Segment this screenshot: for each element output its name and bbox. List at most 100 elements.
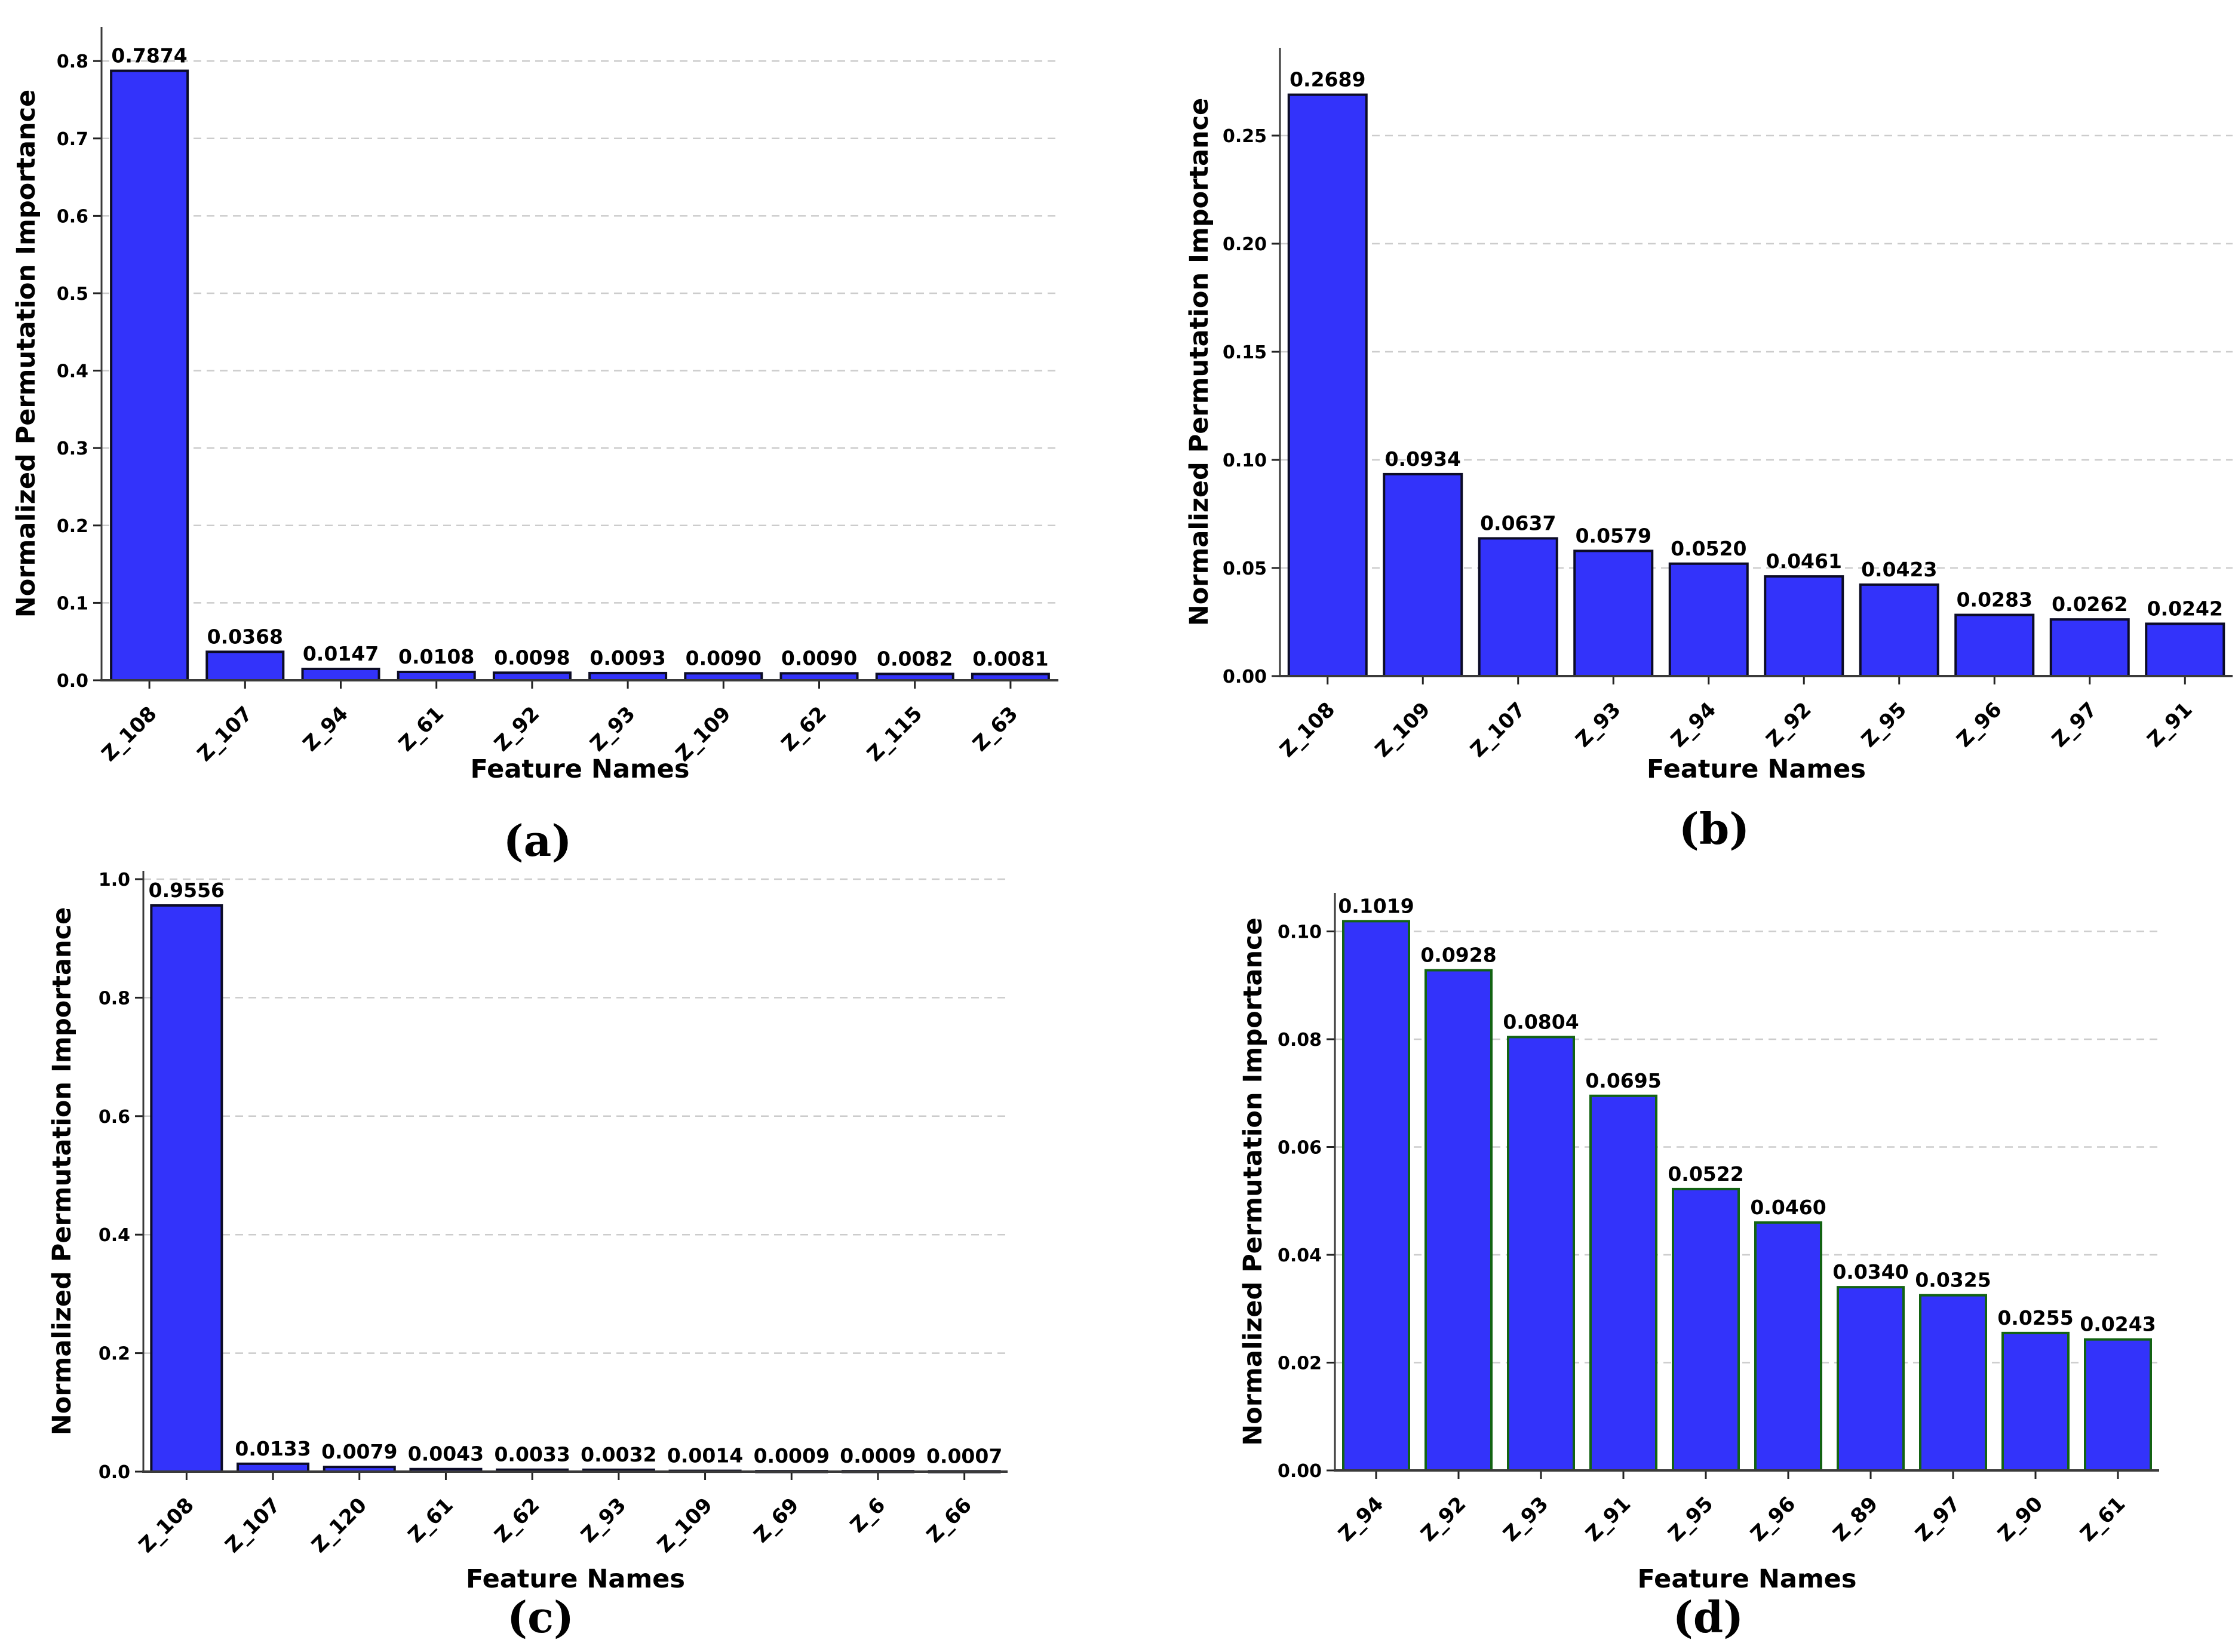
x-tick-label: Z_108 (1275, 698, 1340, 762)
y-tick-label: 0.1 (57, 593, 88, 614)
bar-Z_92 (1764, 575, 1844, 677)
y-axis-label: Normalized Permutation Importance (11, 90, 41, 618)
bar-value-label: 0.0928 (1420, 943, 1496, 966)
bar-Z_91 (2145, 622, 2225, 677)
bar-value-label: 0.0033 (494, 1443, 570, 1466)
bar-value-label: 0.2689 (1290, 68, 1365, 91)
y-tick-label: 0.6 (57, 206, 88, 227)
y-tick-label: 0.5 (57, 284, 88, 305)
bar-value-label: 0.0695 (1585, 1069, 1661, 1092)
x-tick-label: Z_94 (1666, 698, 1721, 752)
bar-Z_90 (2001, 1331, 2070, 1472)
y-tick-label: 0.0 (57, 671, 88, 692)
bar-value-label: 0.0079 (321, 1440, 397, 1463)
bar-Z_93 (1573, 549, 1654, 677)
x-tick-label: Z_93 (576, 1493, 631, 1547)
x-tick-label: Z_66 (922, 1493, 977, 1547)
bar-Z_95 (1859, 583, 1939, 678)
y-tick-label: 0.2 (99, 1344, 130, 1365)
y-tick-label: 0.20 (1223, 234, 1267, 255)
bar-value-label: 0.0461 (1766, 549, 1842, 573)
y-tick-label: 0.25 (1223, 126, 1267, 147)
bar-value-label: 0.0255 (1997, 1306, 2073, 1329)
bar-Z_108 (150, 904, 223, 1473)
x-tick-label: Z_93 (585, 702, 640, 756)
x-tick-label: Z_115 (862, 702, 927, 766)
x-tick-label: Z_92 (1416, 1492, 1470, 1546)
bar-value-label: 0.0243 (2080, 1313, 2156, 1336)
x-tick-label: Z_93 (1571, 698, 1625, 752)
x-tick-label: Z_62 (490, 1493, 544, 1547)
bar-value-label: 0.0804 (1503, 1010, 1579, 1033)
x-tick-label: Z_63 (968, 702, 1023, 756)
x-tick-label: Z_109 (1371, 698, 1435, 762)
chart-c-bar-plot: 0.0 0.2 0.4 0.6 0.8 1.0 0.9556 Z_108 0.0133 Z_107… (47, 870, 1008, 1594)
y-tick-label: 0.0 (99, 1462, 130, 1483)
bar-Z_94 (301, 667, 380, 682)
x-tick-label: Z_6 (846, 1493, 890, 1537)
x-tick-label: Z_97 (1911, 1492, 1965, 1546)
y-tick-label: 0.8 (99, 988, 130, 1009)
bar-Z_61 (2084, 1338, 2152, 1472)
bar-Z_108 (1287, 93, 1368, 678)
bar-value-label: 0.0082 (877, 647, 953, 670)
y-tick-label: 1.0 (99, 870, 130, 891)
bar-value-label: 0.0133 (235, 1437, 311, 1460)
x-tick-label: Z_95 (1857, 698, 1911, 752)
x-axis-label: Feature Names (466, 1564, 685, 1594)
bar-value-label: 0.0098 (494, 646, 570, 669)
bar-value-label: 0.0009 (840, 1444, 916, 1467)
bar-Z_107 (1478, 537, 1558, 677)
y-tick-label: 0.10 (1223, 450, 1267, 471)
y-tick-label: 0.00 (1278, 1461, 1322, 1482)
bar-value-label: 0.0520 (1671, 537, 1746, 560)
bar-value-label: 0.0522 (1668, 1162, 1743, 1186)
bar-value-label: 0.0043 (408, 1442, 484, 1466)
x-tick-label: Z_69 (749, 1493, 803, 1547)
chart-d-bar-plot: 0.00 0.02 0.04 0.06 0.08 0.10 0.1019 Z_94 0.0928… (1238, 893, 2159, 1594)
y-tick-label: 0.08 (1278, 1030, 1322, 1051)
bar-value-label: 0.0340 (1832, 1260, 1908, 1283)
bar-value-label: 0.0423 (1861, 558, 1937, 581)
y-tick-label: 0.02 (1278, 1353, 1322, 1374)
x-tick-label: Z_92 (1761, 698, 1816, 752)
y-tick-label: 0.10 (1278, 922, 1322, 943)
bar-value-label: 0.0081 (972, 647, 1048, 671)
x-tick-label: Z_107 (193, 702, 257, 766)
x-tick-label: Z_120 (307, 1493, 372, 1558)
x-tick-label: Z_109 (653, 1493, 717, 1558)
bar-Z_94 (1342, 920, 1410, 1472)
x-tick-label: Z_95 (1663, 1492, 1718, 1546)
bar-value-label: 0.0007 (926, 1444, 1002, 1467)
bar-Z_96 (1954, 613, 2035, 677)
x-tick-label: Z_107 (220, 1493, 285, 1558)
x-tick-label: Z_97 (2047, 698, 2102, 752)
bar-Z_109 (1383, 472, 1463, 678)
chart-b-bar-plot: 0.00 0.05 0.10 0.15 0.20 0.25 0.2689 Z_108 0.093… (1184, 48, 2233, 784)
y-tick-label: 0.8 (57, 51, 88, 72)
y-tick-label: 0.3 (57, 438, 88, 459)
bar-Z_92 (1424, 969, 1493, 1472)
x-tick-label: Z_108 (134, 1493, 199, 1558)
x-tick-label: Z_96 (1952, 698, 2006, 752)
x-tick-label: Z_91 (2142, 698, 2197, 752)
bar-Z_97 (1919, 1294, 1987, 1472)
bar-value-label: 0.0262 (2052, 592, 2127, 616)
y-tick-label: 0.15 (1223, 342, 1267, 363)
y-tick-label: 0.6 (99, 1107, 130, 1128)
bar-value-label: 0.0009 (754, 1444, 830, 1467)
x-tick-label: Z_61 (2076, 1492, 2130, 1546)
x-axis-label: Feature Names (471, 754, 690, 784)
y-axis-label: Normalized Permutation Importance (47, 907, 77, 1435)
x-tick-label: Z_61 (404, 1493, 458, 1547)
bar-Z_91 (1589, 1094, 1657, 1472)
y-tick-label: 0.4 (99, 1225, 130, 1246)
x-tick-label: Z_62 (777, 702, 831, 756)
x-tick-label: Z_94 (299, 702, 353, 756)
x-tick-label: Z_91 (1581, 1492, 1635, 1546)
subfigure-caption-c: (c) (507, 1592, 574, 1642)
x-tick-label: Z_61 (394, 702, 449, 756)
bar-value-label: 0.0579 (1576, 524, 1651, 547)
bar-value-label: 0.0147 (303, 642, 379, 665)
